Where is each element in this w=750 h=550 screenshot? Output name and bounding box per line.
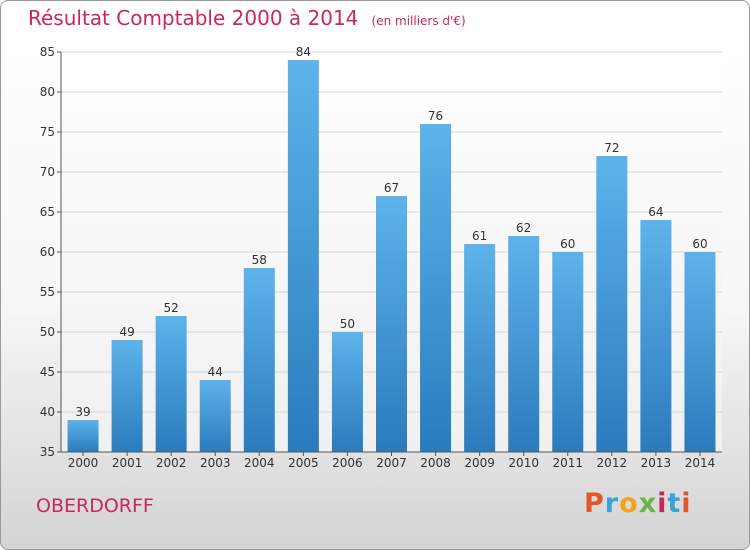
bar — [376, 196, 407, 452]
bar-value-label: 60 — [560, 237, 575, 251]
bar — [331, 332, 363, 452]
bar-value-label: 44 — [208, 365, 223, 379]
x-tick-label: 2014 — [685, 456, 716, 470]
bar-value-label: 60 — [692, 237, 707, 251]
bar-value-label: 39 — [75, 405, 90, 419]
data-labels: 39 49 52 44 58 84 50 67 76 61 62 60 72 64 60 — [75, 45, 707, 419]
bar — [111, 340, 143, 452]
y-tick-label: 40 — [40, 405, 55, 419]
x-tick-label: 2000 — [68, 456, 99, 470]
y-tick-label: 70 — [40, 165, 55, 179]
bar — [243, 268, 275, 452]
x-tick-label: 2004 — [244, 456, 275, 470]
bar-value-label: 58 — [252, 253, 267, 267]
bar — [684, 252, 716, 452]
bar-value-label: 49 — [119, 325, 134, 339]
x-tick-label: 2010 — [508, 456, 539, 470]
chart-title: Résultat Comptable 2000 à 2014 (en milli… — [28, 6, 466, 30]
bar-value-label: 72 — [604, 141, 619, 155]
y-tick-label: 55 — [40, 285, 55, 299]
logo-letter: i — [657, 488, 668, 519]
x-tick-label: 2001 — [112, 456, 143, 470]
x-tick-label: 2012 — [597, 456, 628, 470]
x-tick-label: 2003 — [200, 456, 231, 470]
x-tick-label: 2007 — [376, 456, 407, 470]
bar — [596, 156, 628, 452]
bar-value-label: 61 — [472, 229, 487, 243]
y-tick-label: 60 — [40, 245, 55, 259]
logo-letter: r — [604, 488, 620, 519]
y-tick-label: 80 — [40, 85, 55, 99]
bar — [508, 236, 540, 452]
y-tick-label: 65 — [40, 205, 55, 219]
bar — [420, 124, 452, 452]
bar — [640, 220, 672, 452]
logo-letter: i — [681, 488, 692, 519]
y-tick-label: 75 — [40, 125, 55, 139]
x-tick-label: 2009 — [464, 456, 495, 470]
bar-value-label: 67 — [384, 181, 399, 195]
bar-value-label: 64 — [648, 205, 663, 219]
logo-letter: P — [584, 488, 605, 519]
logo-letter: t — [667, 488, 682, 519]
x-tick-label: 2006 — [332, 456, 363, 470]
bar — [552, 252, 584, 452]
x-tick-label: 2008 — [420, 456, 451, 470]
axes: 35 40 45 50 55 60 65 70 75 80 85 2000 2001 2002 2003 20… — [40, 45, 722, 470]
bar-value-label: 52 — [164, 301, 179, 315]
chart-title-text: Résultat Comptable 2000 à 2014 — [28, 6, 359, 30]
bar — [155, 316, 187, 452]
x-tick-label: 2002 — [156, 456, 187, 470]
bar — [199, 380, 231, 452]
x-tick-label: 2011 — [552, 456, 583, 470]
bar — [464, 244, 496, 452]
y-tick-label: 85 — [40, 45, 55, 59]
commune-name: OBERDORFF — [36, 495, 154, 517]
bar — [287, 60, 319, 452]
logo-letter: x — [638, 488, 658, 519]
bar-value-label: 50 — [340, 317, 355, 331]
y-tick-label: 50 — [40, 325, 55, 339]
bars — [67, 60, 716, 452]
x-tick-label: 2005 — [288, 456, 319, 470]
bar-value-label: 62 — [516, 221, 531, 235]
logo-letter: o — [619, 488, 639, 519]
bar — [67, 420, 99, 452]
bar-value-label: 84 — [296, 45, 311, 59]
x-tick-label: 2013 — [641, 456, 672, 470]
y-tick-label: 35 — [40, 445, 55, 459]
bar-value-label: 76 — [428, 109, 443, 123]
proxiti-logo: Proxiti — [584, 488, 692, 519]
chart-subtitle: (en milliers d'€) — [371, 14, 466, 28]
y-tick-label: 45 — [40, 365, 55, 379]
